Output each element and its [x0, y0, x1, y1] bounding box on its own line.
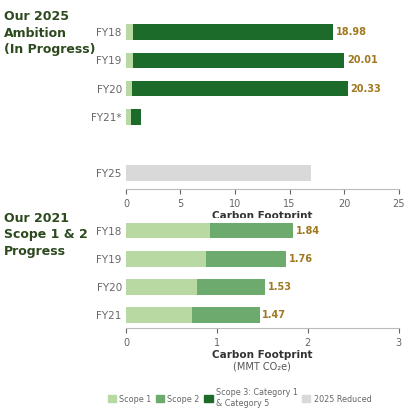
Bar — [126, 53, 133, 68]
Bar — [126, 24, 133, 40]
Text: 20.01: 20.01 — [347, 55, 377, 66]
Text: Our 2021
Scope 1 & 2
Progress: Our 2021 Scope 1 & 2 Progress — [4, 212, 88, 258]
Text: 1.84: 1.84 — [296, 226, 320, 236]
Text: 20.33: 20.33 — [350, 83, 381, 94]
Text: 18.98: 18.98 — [336, 27, 367, 37]
Bar — [126, 279, 197, 295]
Bar — [132, 81, 348, 96]
Text: 1.53: 1.53 — [268, 282, 292, 292]
Text: 1.76: 1.76 — [289, 254, 313, 264]
Text: Carbon Footprint: Carbon Footprint — [212, 211, 313, 221]
Bar — [126, 166, 311, 181]
Bar — [126, 251, 206, 266]
Bar — [131, 109, 141, 124]
Bar — [209, 223, 293, 238]
Bar — [192, 308, 259, 323]
Text: Carbon Footprint: Carbon Footprint — [212, 350, 313, 360]
Legend: Scope 1, Scope 2, Scope 3: Category 1
& Category 5, 2025 Reduced: Scope 1, Scope 2, Scope 3: Category 1 & … — [104, 385, 375, 411]
Text: Our 2025
Ambition
(In Progress): Our 2025 Ambition (In Progress) — [4, 10, 96, 56]
Text: (MMT CO₂e): (MMT CO₂e) — [233, 362, 291, 372]
Bar — [126, 109, 131, 124]
Text: (MMT CO₂e): (MMT CO₂e) — [233, 225, 291, 235]
Bar — [126, 81, 132, 96]
Bar — [126, 223, 209, 238]
Bar — [133, 24, 333, 40]
Text: 1.47: 1.47 — [262, 310, 286, 320]
Bar — [197, 279, 265, 295]
Bar — [133, 53, 344, 68]
Bar — [126, 308, 192, 323]
Bar — [206, 251, 286, 266]
